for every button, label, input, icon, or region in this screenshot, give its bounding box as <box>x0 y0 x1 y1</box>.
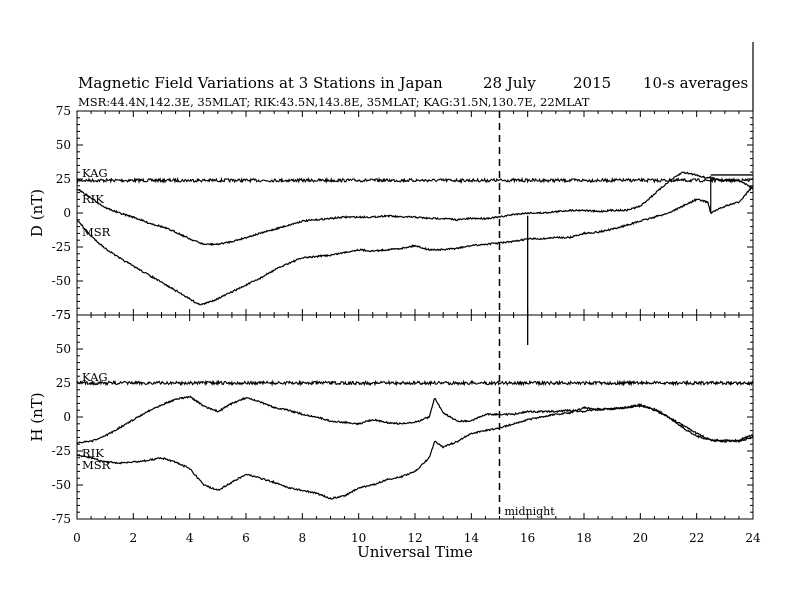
h-ytick-label: -50 <box>52 478 71 492</box>
chart-stations-line: MSR:44.4N,142.3E, 35MLAT; RIK:43.5N,143.… <box>78 95 590 109</box>
x-tick-label: 16 <box>520 531 535 545</box>
h-ytick-label: 25 <box>56 376 71 390</box>
d-ylabel: D (nT) <box>28 189 46 237</box>
x-tick-label: 0 <box>73 531 81 545</box>
d-ytick-label: 75 <box>56 104 71 118</box>
d-panel-frame <box>76 110 754 316</box>
d-series-rik <box>76 171 754 246</box>
h-ytick-label: 0 <box>63 410 71 424</box>
x-tick-label: 2 <box>130 531 138 545</box>
d-ytick-label: -25 <box>52 240 71 254</box>
d-ytick-label: 0 <box>63 206 71 220</box>
d-ytick-label: 25 <box>56 172 71 186</box>
chart-averaging: 10-s averages <box>643 74 748 92</box>
x-tick-label: 20 <box>633 531 648 545</box>
h-series-rik <box>76 395 754 445</box>
h-series-msr <box>76 404 754 500</box>
h-series-kag <box>76 379 754 387</box>
h-ytick-label: -75 <box>52 512 71 526</box>
d-label-msr: MSR <box>82 225 111 239</box>
x-tick-label: 18 <box>576 531 591 545</box>
h-panel-frame <box>76 314 754 520</box>
h-ytick-label: -25 <box>52 444 71 458</box>
d-panel-ticks: 75 50 25 0 -25 -50 -75 <box>52 104 754 322</box>
d-ytick-label: 50 <box>56 138 71 152</box>
d-label-kag: KAG <box>82 166 108 180</box>
h-label-kag: KAG <box>82 370 108 384</box>
x-tick-label: 4 <box>186 531 194 545</box>
d-ytick-label: -50 <box>52 274 71 288</box>
d-panel-series <box>76 171 754 345</box>
midnight-label: midnight <box>505 505 556 518</box>
h-panel-ticks: 75 50 25 0 -25 -50 -75 <box>52 308 754 526</box>
d-series-msr <box>76 185 754 306</box>
h-label-msr: MSR <box>82 458 111 472</box>
x-tick-label: 24 <box>745 531 761 545</box>
h-ytick-label: 50 <box>56 342 71 356</box>
x-axis-label: Universal Time <box>357 543 473 561</box>
x-tick-label: 22 <box>689 531 704 545</box>
x-tick-label: 12 <box>407 531 422 545</box>
h-ytick-label: 75 <box>56 308 71 322</box>
h-ylabel: H (nT) <box>28 392 46 441</box>
chart-date: 28 July <box>483 74 536 92</box>
d-ytick-label: -75 <box>52 308 71 322</box>
d-series-kag <box>76 176 754 185</box>
chart-year: 2015 <box>573 74 611 92</box>
x-tick-label: 14 <box>464 531 480 545</box>
h-panel-series <box>76 379 754 500</box>
x-tick-label: 6 <box>242 531 250 545</box>
x-axis-ticks: 0 2 4 6 8 10 12 14 16 18 20 22 24 <box>73 531 761 545</box>
h-label-rik: RIK <box>82 446 104 460</box>
x-tick-label: 8 <box>299 531 307 545</box>
chart-title: Magnetic Field Variations at 3 Stations … <box>78 74 443 92</box>
d-label-rik: RIK <box>82 192 104 206</box>
x-tick-label: 10 <box>351 531 366 545</box>
